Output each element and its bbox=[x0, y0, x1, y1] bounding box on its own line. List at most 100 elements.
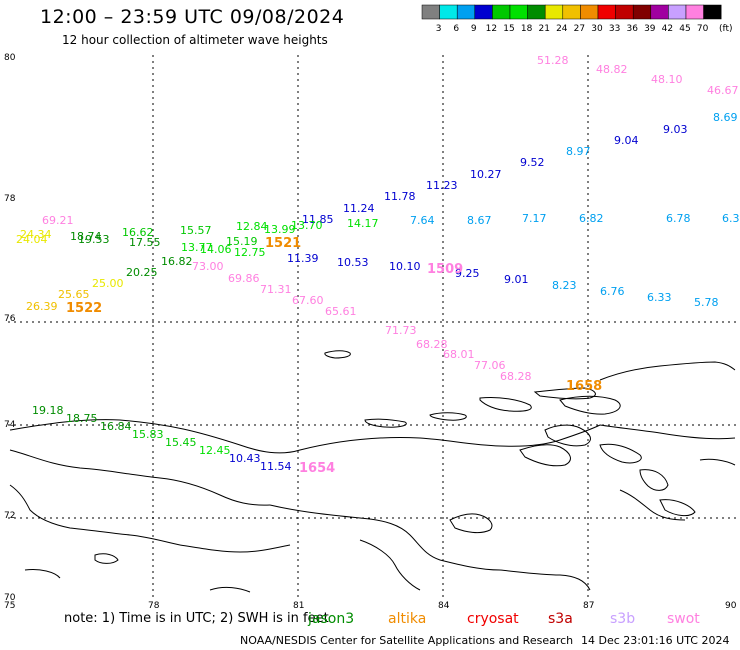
wave-height-label: 65.61 bbox=[325, 305, 357, 318]
wave-height-label: 15.57 bbox=[180, 224, 212, 237]
pass-id-label: 1522 bbox=[66, 301, 102, 316]
color-scale-label: 36 bbox=[626, 24, 638, 34]
lat-label: 74 bbox=[4, 420, 16, 430]
wave-height-label: 71.73 bbox=[385, 324, 417, 337]
wave-height-label: 11.78 bbox=[384, 190, 416, 203]
color-scale-label: 9 bbox=[471, 24, 477, 34]
color-scale-swatch bbox=[580, 4, 599, 20]
color-scale-label: 6 bbox=[453, 24, 459, 34]
color-scale-label: 30 bbox=[591, 24, 603, 34]
wave-height-label: 12.84 bbox=[236, 220, 268, 233]
lat-label: 72 bbox=[4, 511, 15, 521]
lon-label: 90 bbox=[725, 601, 737, 611]
color-scale-swatch bbox=[527, 4, 546, 20]
color-scale-swatch bbox=[509, 4, 528, 20]
color-scale-swatch bbox=[492, 4, 511, 20]
wave-height-label: 73.00 bbox=[192, 260, 224, 273]
wave-height-label: 6.76 bbox=[600, 285, 625, 298]
wave-height-label: 18.74 bbox=[70, 230, 102, 243]
note-text: note: 1) Time is in UTC; 2) SWH is in fe… bbox=[64, 611, 329, 626]
color-scale-swatch bbox=[439, 4, 458, 20]
color-scale-swatch bbox=[544, 4, 564, 20]
wave-height-label: 10.27 bbox=[470, 168, 502, 181]
wave-height-label: 10.53 bbox=[337, 256, 369, 269]
wave-height-label: 9.04 bbox=[614, 134, 639, 147]
wave-height-label: 71.31 bbox=[260, 283, 292, 296]
color-scale-label: 42 bbox=[662, 24, 673, 34]
wave-height-label: 25.65 bbox=[58, 288, 90, 301]
satellite-legend-item: s3b bbox=[610, 611, 636, 627]
satellite-legend-item: cryosat bbox=[467, 611, 519, 627]
wave-height-label: 77.06 bbox=[474, 359, 506, 372]
wave-height-label: 69.21 bbox=[42, 214, 74, 227]
color-scale-label: 70 bbox=[697, 24, 709, 34]
wave-height-label: 18.75 bbox=[66, 412, 98, 425]
wave-height-label: 7.64 bbox=[410, 214, 435, 227]
wave-height-label: 9.25 bbox=[455, 267, 480, 280]
color-scale-swatch bbox=[615, 4, 634, 20]
wave-height-label: 51.28 bbox=[537, 54, 569, 67]
wave-height-label: 46.67 bbox=[707, 84, 739, 97]
color-scale-swatch bbox=[597, 4, 616, 20]
wave-height-label: 15.45 bbox=[165, 436, 197, 449]
lat-label: 76 bbox=[4, 314, 16, 324]
wave-height-label: 15.19 bbox=[226, 235, 258, 248]
wave-height-label: 7.17 bbox=[522, 212, 547, 225]
wave-height-label: 69.86 bbox=[228, 272, 260, 285]
wave-height-label: 48.10 bbox=[651, 73, 683, 86]
satellite-legend-item: swot bbox=[667, 611, 700, 627]
color-scale-swatch bbox=[562, 4, 581, 20]
wave-height-label: 13.99 bbox=[264, 223, 296, 236]
lat-label: 78 bbox=[4, 194, 16, 204]
lat-label: 70 bbox=[4, 593, 16, 603]
pass-id-label: 1509 bbox=[427, 262, 463, 277]
color-scale-swatch bbox=[650, 4, 669, 20]
wave-height-label: 6.33 bbox=[647, 291, 672, 304]
wave-height-label: 5.78 bbox=[694, 296, 719, 309]
wave-height-label: 14.17 bbox=[347, 217, 379, 230]
wave-height-label: 9.03 bbox=[663, 123, 688, 136]
wave-height-label: 20.25 bbox=[126, 266, 158, 279]
wave-height-label: 19.53 bbox=[78, 233, 110, 246]
wave-height-label: 11.39 bbox=[287, 252, 319, 265]
pass-id-labels: 1521 1509 1522 1654 1658 bbox=[66, 236, 602, 476]
wave-height-label: 25.00 bbox=[92, 277, 124, 290]
wave-height-label: 10.10 bbox=[389, 260, 421, 273]
color-scale-label: 24 bbox=[556, 24, 568, 34]
lon-label: 75 bbox=[4, 601, 15, 611]
wave-height-label: 8.97 bbox=[566, 145, 591, 158]
lon-label: 78 bbox=[148, 601, 160, 611]
color-scale-label: 21 bbox=[538, 24, 549, 34]
wave-height-label: 68.28 bbox=[500, 370, 532, 383]
wave-height-label: 8.23 bbox=[552, 279, 577, 292]
color-scale-swatch bbox=[456, 4, 476, 20]
satellite-legend-item: altika bbox=[388, 611, 427, 627]
color-scale-label: 18 bbox=[521, 24, 533, 34]
footer-credit: NOAA/NESDIS Center for Satellite Applica… bbox=[240, 634, 574, 647]
wave-height-label: 9.52 bbox=[520, 156, 545, 169]
wave-height-label: 11.23 bbox=[426, 179, 458, 192]
color-scale-legend: 3 6 9 12 15 18 21 24 27 30 33 36 39 42 45 70 (ft) bbox=[421, 4, 733, 34]
color-scale-label: 39 bbox=[644, 24, 656, 34]
wave-height-label: 16.82 bbox=[161, 255, 193, 268]
pass-id-label: 1521 bbox=[265, 236, 301, 251]
wave-height-label: 67.60 bbox=[292, 294, 324, 307]
wave-height-label: 15.83 bbox=[132, 428, 164, 441]
wave-height-label: 19.18 bbox=[32, 404, 64, 417]
wave-height-label: 6.82 bbox=[579, 212, 604, 225]
color-scale-swatch bbox=[474, 4, 493, 20]
wave-height-label: 10.43 bbox=[229, 452, 261, 465]
color-scale-swatch bbox=[703, 4, 722, 20]
wave-height-label: 68.01 bbox=[443, 348, 475, 361]
wave-height-label: 13.77 bbox=[181, 241, 213, 254]
satellite-legend-item: s3a bbox=[548, 611, 573, 627]
wave-height-label: 16.62 bbox=[122, 226, 154, 239]
page-subtitle: 12 hour collection of altimeter wave hei… bbox=[62, 33, 328, 47]
wave-height-label: 8.67 bbox=[467, 214, 492, 227]
color-scale-label: 45 bbox=[679, 24, 690, 34]
wave-height-label: 68.28 bbox=[416, 338, 448, 351]
wave-height-label: 14.06 bbox=[200, 243, 232, 256]
page-title: 12:00 – 23:59 UTC 09/08/2024 bbox=[40, 6, 345, 28]
pass-id-label: 1658 bbox=[566, 379, 602, 394]
